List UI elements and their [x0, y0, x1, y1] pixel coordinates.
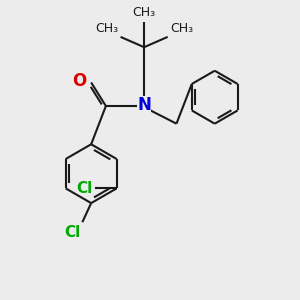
Text: N: N	[137, 96, 151, 114]
Text: CH₃: CH₃	[133, 6, 156, 19]
Text: Cl: Cl	[64, 225, 81, 240]
Text: CH₃: CH₃	[170, 22, 193, 35]
Text: Cl: Cl	[76, 181, 92, 196]
Text: O: O	[73, 72, 87, 90]
Text: CH₃: CH₃	[95, 22, 118, 35]
